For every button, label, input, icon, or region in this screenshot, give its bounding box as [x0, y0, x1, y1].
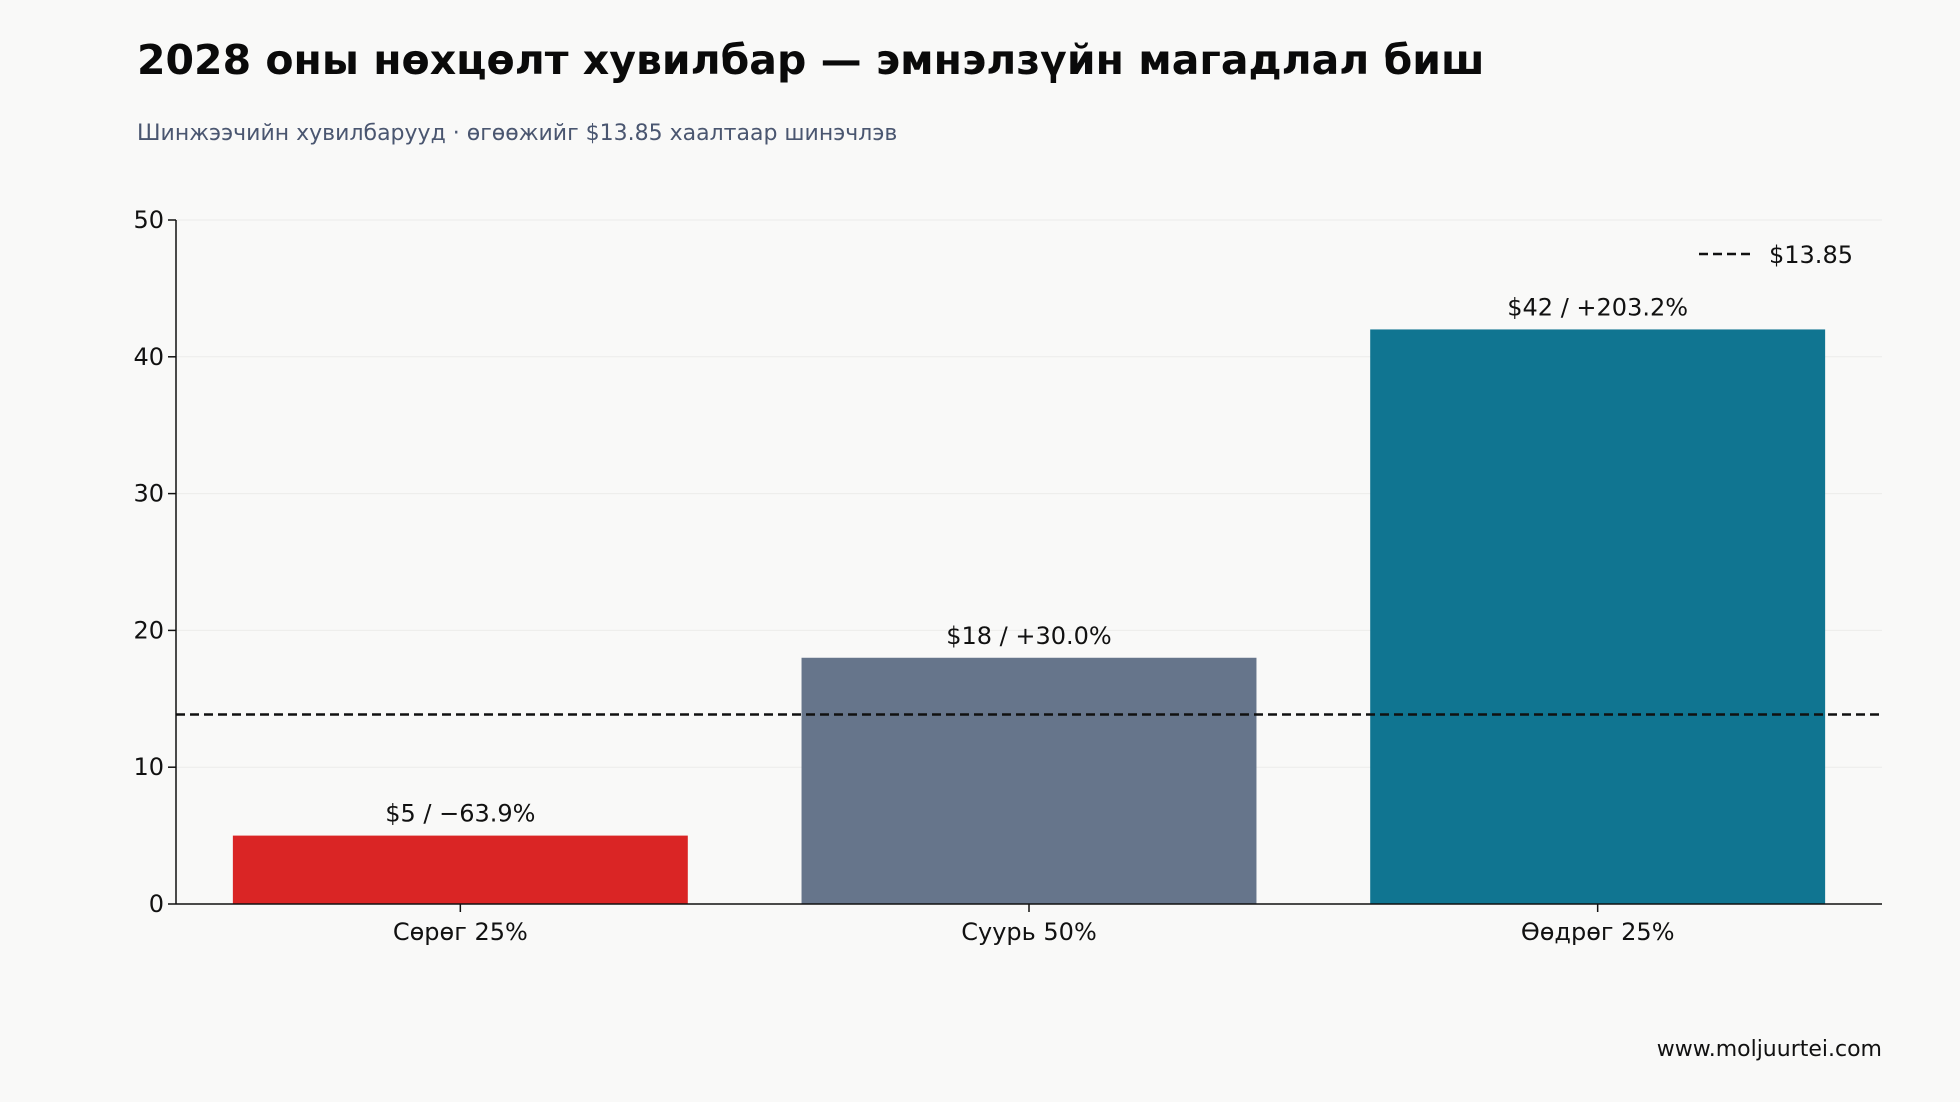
bar — [1370, 329, 1826, 904]
bars — [232, 329, 1826, 904]
y-tick-label: 10 — [133, 753, 164, 781]
legend: $13.85 — [1699, 241, 1853, 269]
x-tick-label: Сөрөг 25% — [393, 918, 528, 946]
chart-title: 2028 оны нөхцөлт хувилбар — эмнэлзүйн ма… — [137, 36, 1485, 84]
data-label: $5 / −63.9% — [385, 800, 535, 828]
y-tick-label: 0 — [149, 890, 164, 918]
y-tick-label: 40 — [133, 343, 164, 371]
y-tick-label: 30 — [133, 480, 164, 508]
legend-label: $13.85 — [1769, 241, 1853, 269]
data-label: $18 / +30.0% — [946, 622, 1112, 650]
bar — [801, 657, 1257, 904]
source-url: www.moljuurtei.com — [1656, 1037, 1882, 1062]
bar — [232, 835, 688, 904]
x-tick-label: Суурь 50% — [961, 918, 1097, 946]
data-labels: $5 / −63.9% $18 / +30.0% $42 / +203.2% — [385, 293, 1688, 827]
y-tick-label: 20 — [133, 616, 164, 644]
data-label: $42 / +203.2% — [1507, 293, 1688, 321]
chart-subtitle: Шинжээчийн хувилбарууд · өгөөжийг $13.85… — [137, 121, 898, 146]
axes: 0 10 20 30 40 50 Сөрөг 25% Суурь 50% Өөдрөг 25% — [133, 206, 1882, 946]
y-tick-label: 50 — [133, 206, 164, 234]
x-tick-label: Өөдрөг 25% — [1521, 918, 1675, 946]
